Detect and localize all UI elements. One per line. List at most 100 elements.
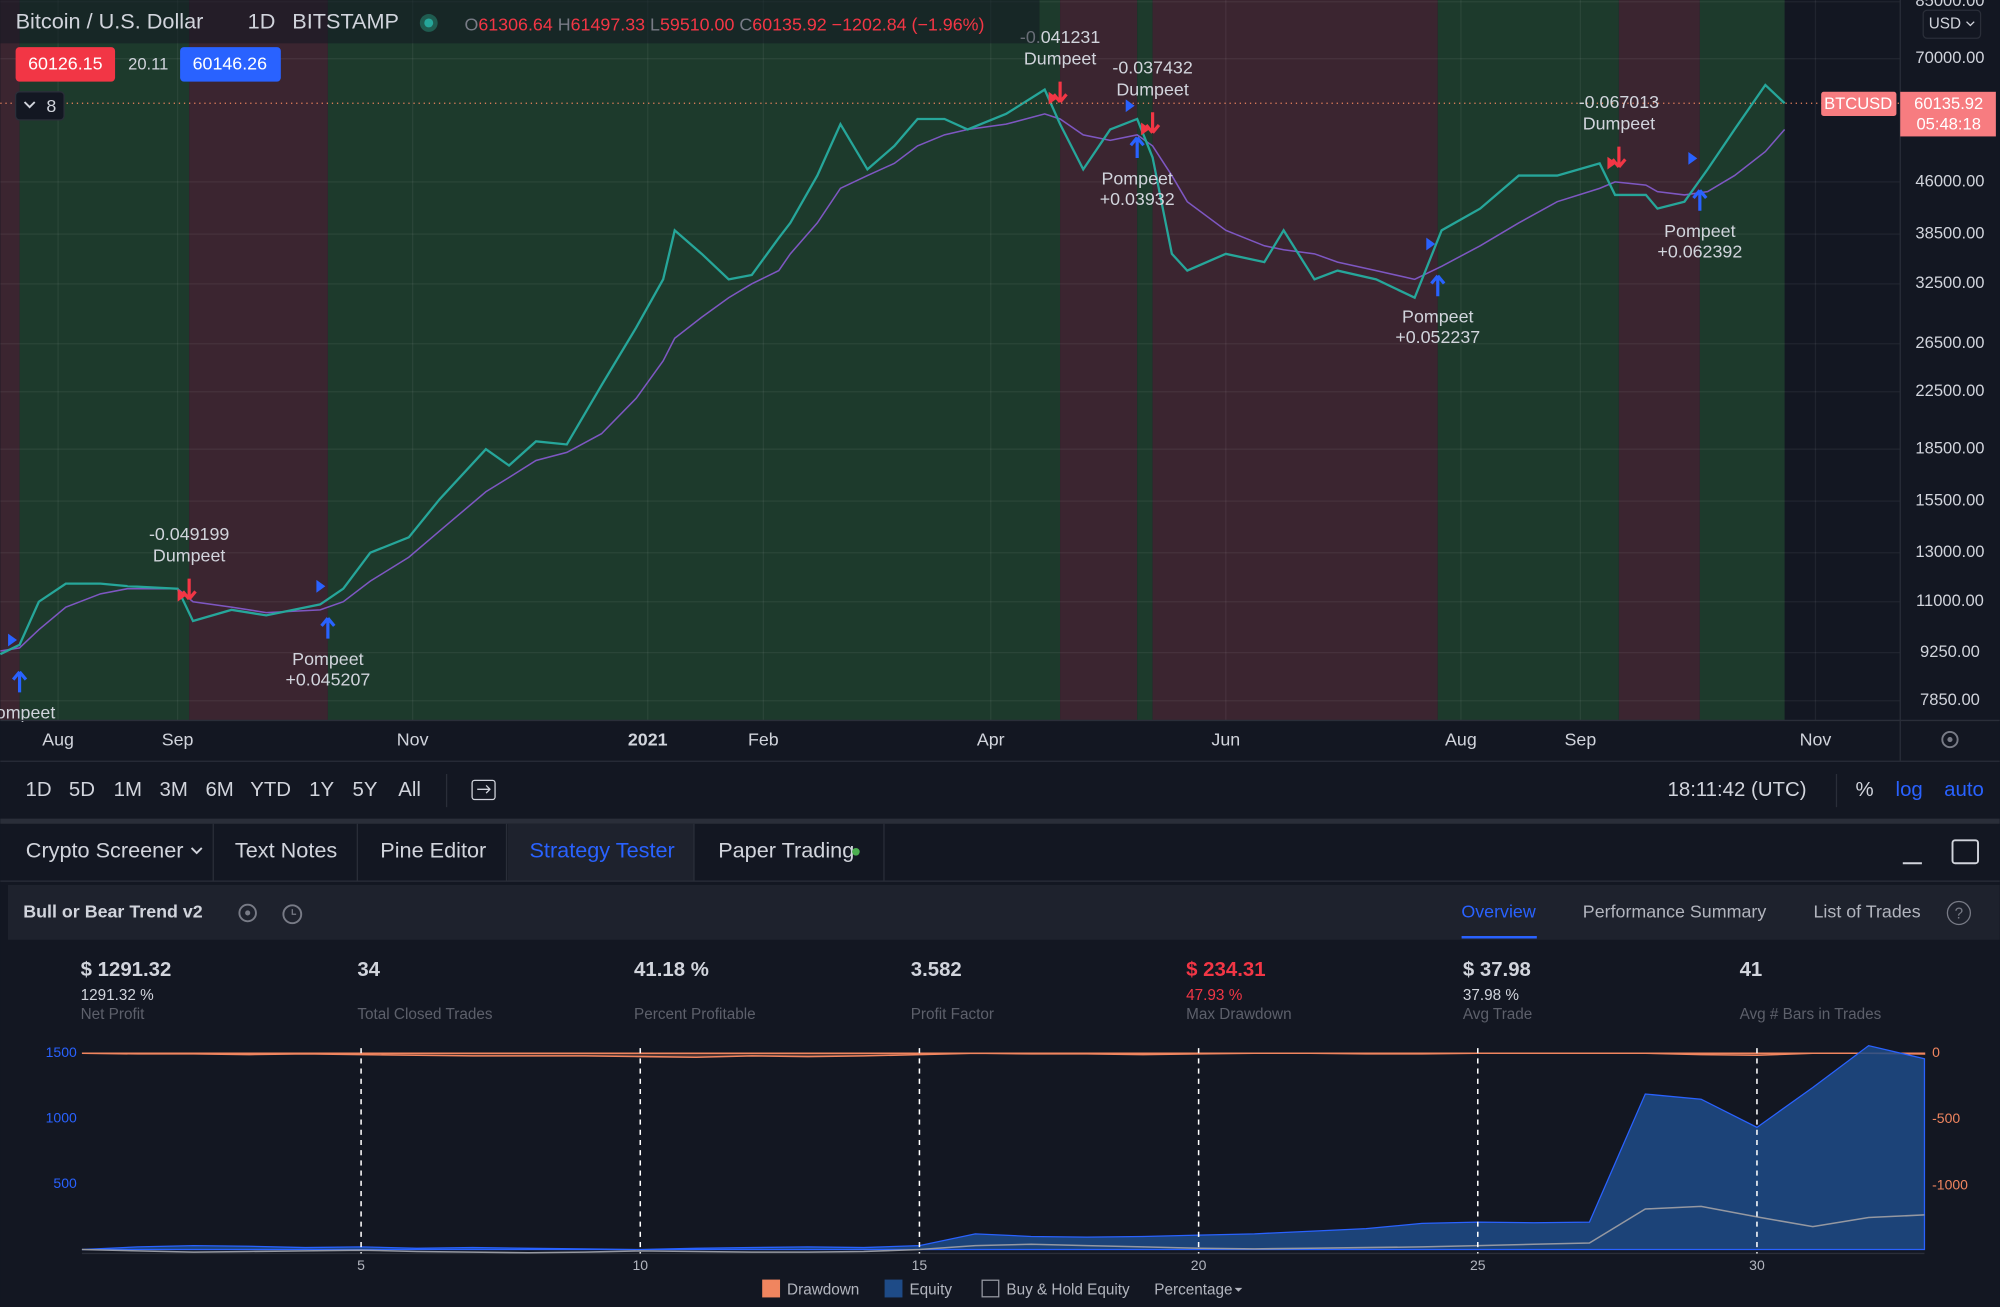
sell-button[interactable] bbox=[15, 47, 116, 82]
y-tick-label: 7850.00 bbox=[1920, 690, 1980, 709]
strategy-tab-active[interactable]: Overview bbox=[1461, 902, 1535, 922]
ohlc-key: H bbox=[558, 14, 571, 34]
log-toggle[interactable]: log bbox=[1896, 779, 1923, 801]
spread: 20.11 bbox=[128, 54, 168, 73]
y-tick-label: 46000.00 bbox=[1915, 171, 1984, 190]
settings-icon[interactable] bbox=[1941, 730, 1959, 749]
x-tick-label: Apr bbox=[977, 730, 1005, 750]
strategy-tab[interactable]: Performance Summary bbox=[1583, 902, 1767, 922]
signal-change: +0.052237 bbox=[1395, 327, 1480, 347]
active-tab-bg bbox=[507, 823, 694, 882]
chevron bbox=[1234, 1287, 1243, 1292]
indicators-toggle[interactable] bbox=[14, 91, 65, 121]
stat-sub: 1291.32 % bbox=[81, 987, 155, 1004]
stat-value: $ 37.98 bbox=[1463, 959, 1531, 981]
signal-type: Dumpeet bbox=[1024, 49, 1096, 69]
signal-type: Pompeet bbox=[1402, 307, 1473, 327]
timeframe-button[interactable]: All bbox=[398, 779, 421, 801]
y-tick-label: 13000.00 bbox=[1915, 542, 1984, 561]
signal-flag bbox=[1125, 99, 1135, 113]
stat-value: 41 bbox=[1740, 959, 1763, 981]
y-tick-label: 500 bbox=[53, 1175, 77, 1191]
buy-button[interactable] bbox=[180, 47, 281, 82]
maximize-button[interactable] bbox=[1951, 839, 1979, 865]
signal-flag bbox=[1048, 91, 1058, 105]
trend-band bbox=[1618, 0, 1700, 721]
ask: 60146.26 bbox=[193, 54, 268, 74]
equity-area bbox=[81, 1044, 1926, 1251]
signal-change: -0.037432 bbox=[1112, 58, 1192, 78]
y-tick-label: 18500.00 bbox=[1915, 439, 1984, 458]
symbol[interactable]: Bitcoin / U.S. Dollar bbox=[16, 9, 204, 34]
trend-band bbox=[1137, 0, 1153, 721]
y-tick-label: 32500.00 bbox=[1915, 273, 1984, 292]
panel-tab[interactable]: Text Notes bbox=[235, 838, 337, 863]
stat-label: Profit Factor bbox=[911, 1006, 994, 1023]
legend-label[interactable]: Equity bbox=[909, 1281, 952, 1298]
panel-tab[interactable]: Crypto Screener bbox=[26, 838, 184, 863]
settings-icon[interactable] bbox=[238, 903, 257, 923]
signal-type: Pompeet bbox=[1664, 221, 1735, 241]
timeframe-button[interactable]: 5D bbox=[69, 779, 95, 801]
timeframe-button[interactable]: 1M bbox=[114, 779, 142, 801]
trend-band bbox=[1699, 0, 1785, 721]
x-tick-label: 2021 bbox=[628, 730, 668, 750]
signal-flag bbox=[1607, 156, 1617, 170]
y2-tick-label: -1000 bbox=[1932, 1177, 1968, 1193]
y-tick-label: 1500 bbox=[46, 1044, 77, 1060]
stat-sub: 47.93 % bbox=[1186, 987, 1243, 1004]
buy-hold-line bbox=[81, 1205, 1925, 1254]
clock[interactable]: 18:11:42 (UTC) bbox=[1668, 779, 1807, 801]
legend-swatch[interactable] bbox=[762, 1279, 781, 1298]
signal-flag bbox=[1426, 237, 1436, 251]
stat-label: Net Profit bbox=[81, 1006, 146, 1023]
countdown: 05:48:18 bbox=[1916, 114, 1980, 133]
y-tick-label: 70000.00 bbox=[1915, 48, 1984, 67]
percent-toggle[interactable]: % bbox=[1855, 779, 1873, 801]
x-tick-label: Nov bbox=[1800, 730, 1832, 750]
last-price: 60135.92 bbox=[1914, 94, 1983, 113]
legend-label[interactable]: Drawdown bbox=[787, 1281, 859, 1298]
legend-swatch[interactable] bbox=[884, 1279, 903, 1298]
price-axis-labels: 85000.00 70000.00 46000.00 38500.00 32500.00… bbox=[42, 0, 1984, 750]
timeframe-button[interactable]: 3M bbox=[160, 779, 188, 801]
price-tag bbox=[1900, 91, 1996, 137]
splitter bbox=[0, 818, 2000, 824]
y-tick-label: 15500.00 bbox=[1915, 490, 1984, 509]
timeframe-button[interactable]: 1Y bbox=[309, 779, 334, 801]
auto-toggle[interactable]: auto bbox=[1944, 779, 1984, 801]
panel-tab[interactable]: Strategy Tester bbox=[529, 838, 674, 863]
x-tick-label: Sep bbox=[1564, 730, 1596, 750]
signal-type: Dumpeet bbox=[1583, 114, 1655, 134]
stat-label: Total Closed Trades bbox=[357, 1006, 493, 1023]
signal-type: Pompeet bbox=[1101, 168, 1172, 188]
drawdown-area bbox=[81, 1052, 1926, 1059]
timeframe-button[interactable]: 6M bbox=[205, 779, 233, 801]
panel-tab[interactable]: Paper Trading bbox=[718, 838, 854, 863]
legend-mode[interactable]: Percentage bbox=[1154, 1281, 1232, 1298]
x-tick-label: 10 bbox=[632, 1257, 648, 1273]
signal-type: Dumpeet bbox=[1116, 79, 1188, 99]
stat-label: Max Drawdown bbox=[1186, 1006, 1291, 1023]
signal-flag bbox=[316, 579, 326, 593]
timeframe-button[interactable]: YTD bbox=[250, 779, 291, 801]
legend-swatch[interactable] bbox=[981, 1279, 1000, 1298]
x-tick-label: Nov bbox=[397, 730, 429, 750]
stat-value: 3.582 bbox=[911, 959, 962, 981]
timeframe-button[interactable]: 1D bbox=[26, 779, 52, 801]
timeframe-button[interactable]: 5Y bbox=[353, 779, 378, 801]
y2-tick-label: -500 bbox=[1932, 1110, 1960, 1126]
x-tick-label: Sep bbox=[162, 730, 194, 750]
equity-chart: 500 1000 1500 0 -500 -1000 5 10 15 20 25 30 Drawdown… bbox=[46, 1044, 1969, 1299]
panel-tab[interactable]: Pine Editor bbox=[380, 838, 486, 863]
currency-button[interactable] bbox=[1922, 9, 1982, 39]
strategy-tab[interactable]: List of Trades bbox=[1814, 902, 1921, 922]
help-button[interactable] bbox=[1946, 900, 1972, 926]
ohlc-value: 60135.92 bbox=[752, 14, 827, 34]
interval[interactable]: 1D bbox=[248, 9, 276, 34]
legend-label[interactable]: Buy & Hold Equity bbox=[1006, 1281, 1130, 1298]
date-range-icon[interactable] bbox=[471, 779, 496, 801]
alert-icon[interactable] bbox=[282, 904, 303, 925]
strategy-name: Bull or Bear Trend v2 bbox=[23, 902, 203, 922]
